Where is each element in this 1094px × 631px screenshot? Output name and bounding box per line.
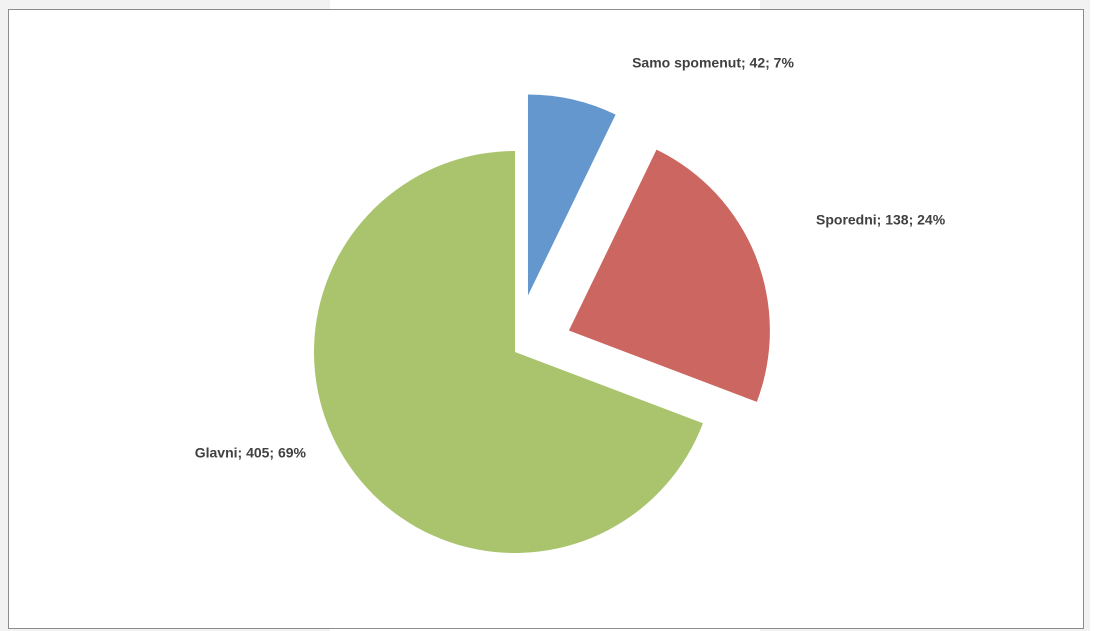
- pie-slice-sporedni: [568, 149, 770, 402]
- slice-labels: Samo spomenut; 42; 7% Sporedni; 138; 24% G…: [195, 55, 946, 461]
- slice-label-glavni: Glavni; 405; 69%: [195, 445, 307, 461]
- slice-label-samo-spomenut: Samo spomenut; 42; 7%: [632, 55, 794, 71]
- pie-slice-samo-spomenut: [527, 94, 616, 296]
- pie-slices: [314, 94, 770, 553]
- pie-slice-glavni: [314, 151, 703, 553]
- slice-label-sporedni: Sporedni; 138; 24%: [816, 212, 946, 228]
